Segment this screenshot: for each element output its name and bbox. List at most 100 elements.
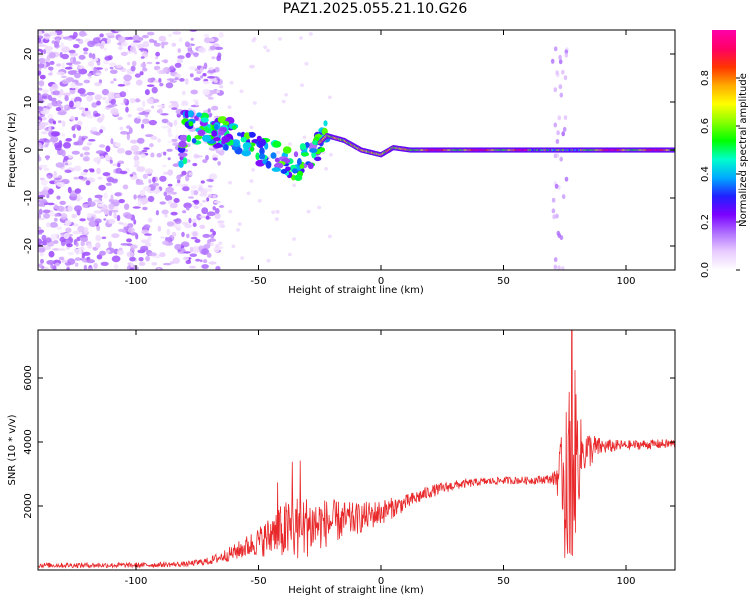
noise-cell — [136, 166, 146, 173]
noise-cell — [91, 102, 98, 108]
noise-cell — [52, 120, 57, 125]
noise-cell — [61, 75, 67, 79]
noise-cell — [111, 178, 118, 184]
noise-cell — [70, 70, 78, 73]
noise-cell — [109, 69, 118, 75]
noise-cell — [163, 191, 168, 197]
noise-cell — [123, 98, 127, 104]
noise-cell — [166, 221, 175, 227]
noise-cell — [190, 89, 198, 95]
noise-cell — [202, 159, 208, 164]
noise-cell — [160, 113, 169, 116]
noise-cell — [38, 232, 43, 235]
noise-cell — [202, 233, 211, 238]
noise-cell — [71, 150, 80, 155]
noise-cell — [38, 238, 43, 245]
noise-cell — [207, 108, 211, 113]
ridge-cell — [323, 120, 328, 127]
noise-cell — [292, 183, 297, 188]
noise-cell — [86, 95, 94, 102]
noise-cell — [228, 209, 233, 214]
noise-cell — [152, 182, 160, 187]
noise-cell — [116, 249, 124, 256]
noise-cell — [71, 213, 77, 219]
noise-cell — [45, 237, 52, 243]
noise-cell — [43, 167, 50, 171]
noise-cell — [99, 155, 104, 160]
ridge-cell — [187, 110, 194, 118]
ridge-cell — [237, 132, 242, 137]
noise-cell — [553, 122, 558, 128]
noise-cell — [210, 228, 214, 233]
noise-cell — [100, 261, 109, 266]
noise-cell — [199, 202, 203, 207]
noise-cell — [43, 246, 52, 250]
noise-cell — [42, 209, 51, 214]
noise-cell — [564, 52, 569, 58]
noise-cell — [128, 127, 133, 134]
noise-cell — [207, 193, 212, 198]
noise-cell — [93, 262, 98, 269]
noise-cell — [74, 257, 82, 261]
noise-cell — [171, 191, 177, 195]
noise-cell — [207, 185, 213, 188]
ridge-cell — [213, 143, 224, 148]
noise-cell — [135, 182, 145, 185]
noise-cell — [171, 107, 178, 110]
noise-cell — [86, 212, 92, 219]
noise-cell — [203, 33, 210, 38]
noise-cell — [133, 155, 140, 162]
colorbar-tick-label: 0.6 — [700, 118, 711, 134]
noise-cell — [49, 211, 56, 217]
noise-cell — [110, 98, 116, 105]
noise-cell — [166, 78, 175, 81]
ridge-cell — [178, 152, 188, 158]
noise-cell — [50, 131, 60, 137]
noise-cell — [143, 147, 150, 150]
noise-cell — [553, 264, 558, 270]
y-tick-label: 10 — [23, 96, 34, 109]
noise-cell — [178, 37, 183, 42]
noise-cell — [202, 200, 207, 203]
noise-cell — [147, 195, 155, 203]
noise-cell — [114, 192, 122, 197]
noise-cell — [184, 41, 190, 48]
noise-cell — [43, 266, 49, 270]
noise-cell — [115, 64, 123, 69]
noise-cell — [194, 155, 203, 158]
noise-cell — [76, 193, 81, 199]
noise-cell — [191, 246, 201, 253]
spectrogram-x-label: Height of straight line (km) — [288, 285, 424, 296]
noise-cell — [189, 265, 196, 269]
noise-cell — [127, 114, 132, 118]
noise-cell — [171, 231, 177, 237]
noise-cell — [174, 73, 181, 79]
noise-cell — [83, 151, 90, 156]
noise-cell — [192, 231, 198, 237]
noise-cell — [139, 71, 144, 76]
noise-cell — [129, 174, 134, 177]
noise-cell — [133, 150, 140, 156]
noise-cell — [135, 79, 143, 86]
noise-cell — [83, 52, 88, 55]
ridge-cell — [226, 133, 232, 138]
noise-cell — [61, 62, 65, 69]
noise-cell — [208, 187, 213, 193]
noise-cell — [201, 207, 209, 215]
noise-cell — [304, 61, 309, 66]
noise-cell — [179, 78, 185, 82]
noise-cell — [164, 214, 168, 218]
noise-cell — [190, 37, 194, 41]
noise-cell — [64, 95, 69, 102]
noise-cell — [49, 222, 58, 228]
noise-cell — [119, 91, 127, 98]
noise-cell — [38, 226, 42, 230]
noise-cell — [209, 45, 216, 50]
noise-cell — [153, 42, 161, 47]
noise-cell — [83, 79, 91, 84]
noise-cell — [219, 85, 224, 89]
noise-cell — [61, 79, 70, 85]
noise-cell — [50, 233, 58, 240]
noise-cell — [263, 45, 268, 50]
